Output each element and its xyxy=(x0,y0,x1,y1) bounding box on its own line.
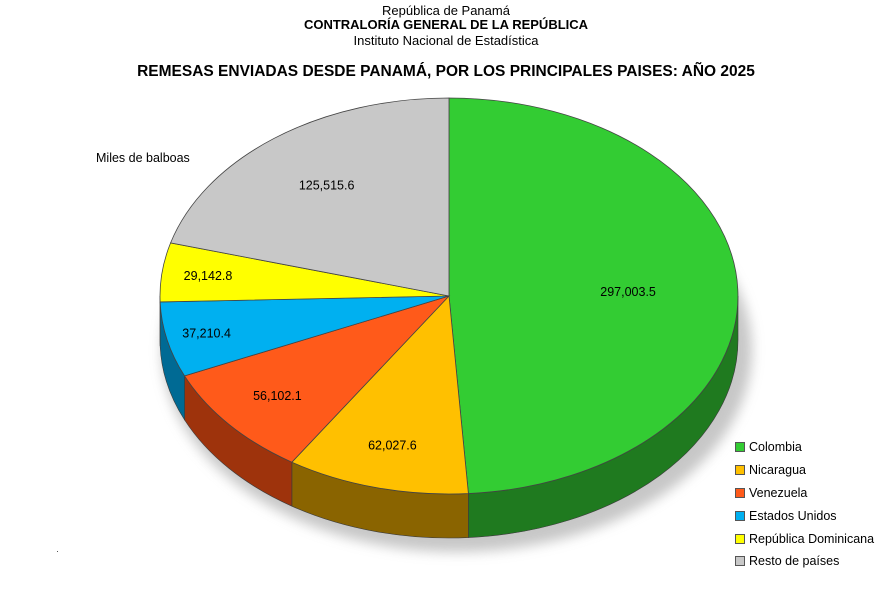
data-label-nicaragua: 62,027.6 xyxy=(368,438,417,452)
legend-swatch xyxy=(735,556,745,567)
legend-label: Colombia xyxy=(749,440,802,455)
legend-label: República Dominicana xyxy=(749,531,875,546)
legend-item-republica-dominicana: República Dominicana xyxy=(735,527,874,550)
chart-title: REMESAS ENVIADAS DESDE PANAMÁ, POR LOS P… xyxy=(137,63,755,80)
legend-label: Estados Unidos xyxy=(749,508,837,523)
header-institution: CONTRALORÍA GENERAL DE LA REPÚBLICA xyxy=(303,17,589,32)
legend-label: Resto de países xyxy=(749,554,840,569)
pie-slice-nicaragua xyxy=(291,295,469,495)
legend-swatch xyxy=(735,533,745,544)
data-label-colombia: 297,003.5 xyxy=(600,285,656,299)
data-label-republica-dominicana: 29,142.8 xyxy=(184,269,233,283)
legend-item-nicaragua: Nicaragua xyxy=(735,459,874,482)
unit-label: Miles de balboas xyxy=(96,151,190,165)
header-institute: Instituto Nacional de Estadística xyxy=(353,33,539,48)
chart-legend: Colombia Nicaragua Venezuela Estados Unidos… xyxy=(735,436,874,573)
data-label-estados-unidos: 37,210.4 xyxy=(182,327,231,341)
pie-slice-colombia xyxy=(448,97,739,494)
stray-dot xyxy=(57,551,58,552)
pie-slice-venezuela xyxy=(183,295,451,463)
pie-slice-resto-de-paises xyxy=(170,97,450,297)
legend-swatch xyxy=(735,442,745,453)
legend-label: Nicaragua xyxy=(749,463,806,478)
legend-swatch xyxy=(735,487,745,498)
legend-item-estados-unidos: Estados Unidos xyxy=(735,504,874,527)
legend-swatch xyxy=(735,510,745,521)
legend-swatch xyxy=(735,465,745,476)
data-label-venezuela: 56,102.1 xyxy=(253,389,302,403)
legend-item-colombia: Colombia xyxy=(735,436,874,459)
header-country: República de Panamá xyxy=(382,3,510,18)
legend-item-resto-de-paises: Resto de países xyxy=(735,550,874,573)
data-label-resto-de-paises: 125,515.6 xyxy=(299,179,355,193)
legend-item-venezuela: Venezuela xyxy=(735,482,874,505)
legend-label: Venezuela xyxy=(749,485,808,500)
